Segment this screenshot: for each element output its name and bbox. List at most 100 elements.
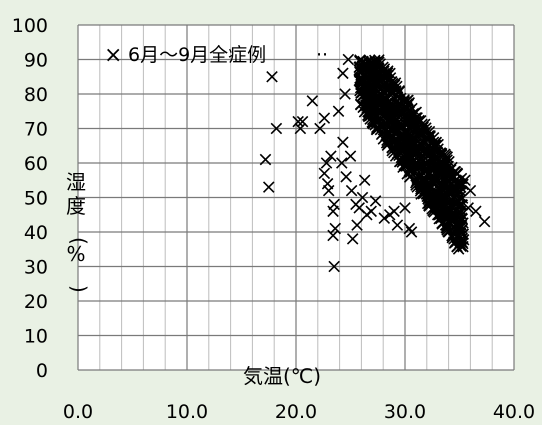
data-point bbox=[388, 205, 400, 218]
data-point bbox=[406, 102, 418, 115]
data-point bbox=[369, 195, 382, 207]
legend-marker: × bbox=[104, 43, 122, 68]
data-point bbox=[322, 184, 335, 197]
y-tick-label: 30 bbox=[24, 257, 48, 279]
x-tick-label: 40.0 bbox=[493, 401, 535, 423]
major-grid bbox=[77, 24, 515, 371]
data-point bbox=[410, 146, 423, 158]
data-point bbox=[381, 118, 393, 130]
data-point bbox=[337, 67, 349, 80]
data-point bbox=[428, 178, 441, 190]
data-point bbox=[403, 222, 416, 235]
data-point bbox=[306, 95, 319, 107]
y-axis-label-char: % bbox=[66, 242, 85, 266]
data-point bbox=[395, 114, 408, 126]
data-point bbox=[266, 70, 278, 83]
data-point bbox=[314, 122, 326, 135]
data-point bbox=[393, 105, 405, 118]
data-point bbox=[433, 213, 445, 225]
data-point bbox=[394, 131, 406, 144]
x-tick-label: 10.0 bbox=[166, 401, 208, 423]
data-point bbox=[399, 202, 411, 214]
data-point bbox=[427, 143, 439, 156]
y-tick-label: 40 bbox=[24, 222, 48, 244]
x-axis-label: 気温(℃) bbox=[243, 364, 321, 388]
data-point bbox=[433, 192, 445, 205]
data-point bbox=[383, 131, 396, 144]
y-axis-label-char: ) bbox=[67, 285, 91, 293]
data-point bbox=[259, 153, 272, 166]
data-point bbox=[411, 173, 423, 186]
data-point bbox=[336, 157, 348, 169]
data-point bbox=[452, 194, 464, 207]
data-point bbox=[390, 95, 403, 107]
data-point bbox=[262, 181, 275, 193]
data-point bbox=[382, 108, 395, 121]
data-point bbox=[453, 191, 466, 204]
data-point bbox=[453, 208, 466, 220]
y-tick-label: 50 bbox=[24, 188, 48, 210]
data-point bbox=[417, 121, 429, 133]
data-point bbox=[366, 58, 378, 70]
data-point bbox=[417, 144, 429, 156]
data-point bbox=[456, 236, 468, 248]
data-point bbox=[478, 215, 491, 228]
data-point bbox=[346, 233, 359, 245]
data-point bbox=[328, 260, 340, 273]
data-point bbox=[344, 150, 357, 162]
data-point bbox=[332, 105, 345, 118]
legend: × 6月～9月全症例 ·· bbox=[104, 43, 328, 68]
data-point bbox=[443, 207, 455, 219]
data-point bbox=[345, 184, 358, 197]
data-point bbox=[359, 69, 371, 82]
y-axis-label-char: 湿 bbox=[66, 170, 86, 194]
data-point bbox=[358, 174, 371, 187]
data-point bbox=[442, 202, 455, 214]
data-point bbox=[354, 54, 366, 66]
y-tick-label: 90 bbox=[24, 50, 48, 72]
y-tick-label: 60 bbox=[24, 153, 48, 175]
data-point bbox=[337, 136, 349, 149]
data-point bbox=[375, 128, 388, 141]
data-point bbox=[371, 70, 384, 82]
x-tick-label: 0.0 bbox=[63, 401, 93, 423]
data-markers bbox=[259, 53, 491, 273]
y-axis-label-char: ( bbox=[67, 237, 91, 245]
data-point bbox=[296, 115, 309, 128]
data-point bbox=[342, 53, 355, 66]
data-point bbox=[445, 171, 457, 184]
data-point bbox=[320, 157, 333, 169]
data-point bbox=[294, 122, 307, 135]
data-point bbox=[391, 219, 404, 231]
data-point bbox=[395, 119, 407, 131]
data-point bbox=[416, 173, 428, 186]
data-point bbox=[396, 156, 409, 168]
y-tick-label: 20 bbox=[24, 291, 48, 313]
data-point bbox=[405, 157, 418, 170]
data-point bbox=[423, 197, 435, 209]
data-point bbox=[380, 83, 392, 96]
data-point bbox=[440, 222, 453, 234]
y-tick-label: 70 bbox=[24, 119, 48, 141]
data-point bbox=[441, 224, 453, 236]
x-tick-label: 20.0 bbox=[275, 401, 317, 423]
data-point bbox=[327, 205, 339, 218]
data-point bbox=[436, 161, 449, 173]
data-point bbox=[354, 66, 366, 78]
y-tick-label: 100 bbox=[12, 15, 48, 37]
data-point bbox=[432, 203, 444, 215]
data-point bbox=[340, 171, 352, 183]
data-point bbox=[378, 100, 391, 113]
data-point bbox=[423, 125, 436, 138]
x-tick-label: 30.0 bbox=[384, 401, 426, 423]
data-point bbox=[356, 191, 369, 204]
data-point bbox=[292, 115, 304, 128]
data-point bbox=[367, 106, 379, 119]
data-point bbox=[362, 88, 374, 101]
data-point bbox=[365, 205, 377, 218]
data-point bbox=[339, 88, 351, 100]
data-point bbox=[367, 103, 379, 115]
data-point bbox=[387, 86, 399, 98]
data-point bbox=[380, 67, 393, 79]
